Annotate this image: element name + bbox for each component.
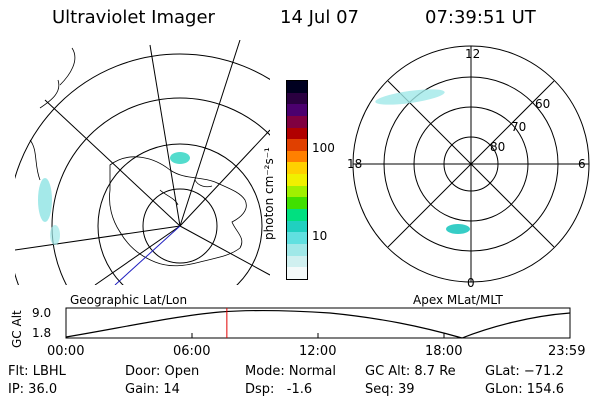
colorbar-band (287, 232, 307, 244)
colorbar-tick-100: 100 (312, 141, 335, 155)
colorbar-band (287, 209, 307, 221)
status-glon: GLon: 154.6 (485, 382, 565, 397)
meridian-line (94, 225, 181, 285)
aurora-patch (50, 225, 60, 245)
meridian-line (15, 225, 181, 251)
altitude-ytick-low: 1.8 (32, 326, 52, 340)
mlat-label-60: 60 (535, 97, 551, 111)
status-ip: IP: 36.0 (8, 382, 58, 397)
colorbar-band (287, 185, 307, 198)
colorbar-band (287, 267, 307, 279)
lat-circle (51, 97, 270, 285)
colorbar-band (287, 81, 307, 93)
meridian-line (179, 129, 270, 227)
colorbar-band (287, 255, 307, 268)
meridian-line (179, 40, 241, 227)
aurora-patch (446, 224, 470, 234)
mlt-label-0: 0 (467, 276, 475, 290)
meridian-line (179, 225, 270, 276)
lat-circle (142, 188, 218, 264)
colorbar-band (287, 127, 307, 140)
status-mode: Mode: Normal (245, 364, 336, 379)
colorbar-band (287, 220, 307, 233)
lat-circle (15, 53, 270, 285)
lat-circle (97, 143, 263, 285)
mlt-label-18: 18 (347, 157, 363, 171)
date-label: 14 Jul 07 (280, 7, 359, 28)
colorbar (286, 80, 308, 280)
altitude-xtick-0600: 06:00 (173, 344, 211, 359)
altitude-xtick-0000: 00:00 (47, 344, 85, 359)
aurora-patch (38, 178, 52, 222)
colorbar-band (287, 174, 307, 186)
time-label: 07:39:51 UT (425, 7, 536, 28)
mlt-line (387, 80, 555, 248)
mlat-label-70: 70 (511, 120, 527, 134)
aurora-patch (170, 152, 190, 164)
colorbar-band (287, 104, 307, 116)
status-door: Door: Open (125, 364, 200, 379)
magnetic-map-label: Apex MLat/MLT (413, 293, 503, 307)
colorbar-band (287, 115, 307, 128)
status-dsp: Dsp: -1.6 (245, 382, 313, 397)
colorbar-band (287, 243, 307, 256)
aurora-patch (375, 89, 445, 105)
altitude-curve (65, 309, 571, 339)
colorbar-tick-10: 10 (312, 229, 328, 243)
colorbar-band (287, 197, 307, 210)
altitude-ytick-high: 9.0 (32, 306, 52, 320)
status-gc-alt: GC Alt: 8.7 Re (365, 364, 456, 379)
status-gain: Gain: 14 (125, 382, 180, 397)
spacecraft-track (114, 225, 181, 285)
altitude-xtick-1800: 18:00 (425, 344, 463, 359)
status-seq: Seq: 39 (365, 382, 415, 397)
altitude-xtick-2359: 23:59 (548, 344, 586, 359)
altitude-xtick-1200: 12:00 (299, 344, 337, 359)
status-filter: Flt: LBHL (8, 364, 66, 379)
geographic-map-label: Geographic Lat/Lon (70, 293, 188, 307)
mlt-label-6: 6 (578, 157, 586, 171)
coastline (29, 47, 76, 181)
colorbar-band (287, 162, 307, 175)
coastline (109, 156, 247, 267)
instrument-title: Ultraviolet Imager (52, 7, 215, 28)
mlat-label-80: 80 (490, 140, 506, 154)
meridian-line (149, 44, 181, 227)
colorbar-band (287, 139, 307, 151)
colorbar-band (287, 150, 307, 163)
status-glat: GLat: −71.2 (485, 364, 564, 379)
coastline (159, 179, 213, 206)
mlt-label-12: 12 (465, 47, 481, 61)
colorbar-band (287, 92, 307, 105)
